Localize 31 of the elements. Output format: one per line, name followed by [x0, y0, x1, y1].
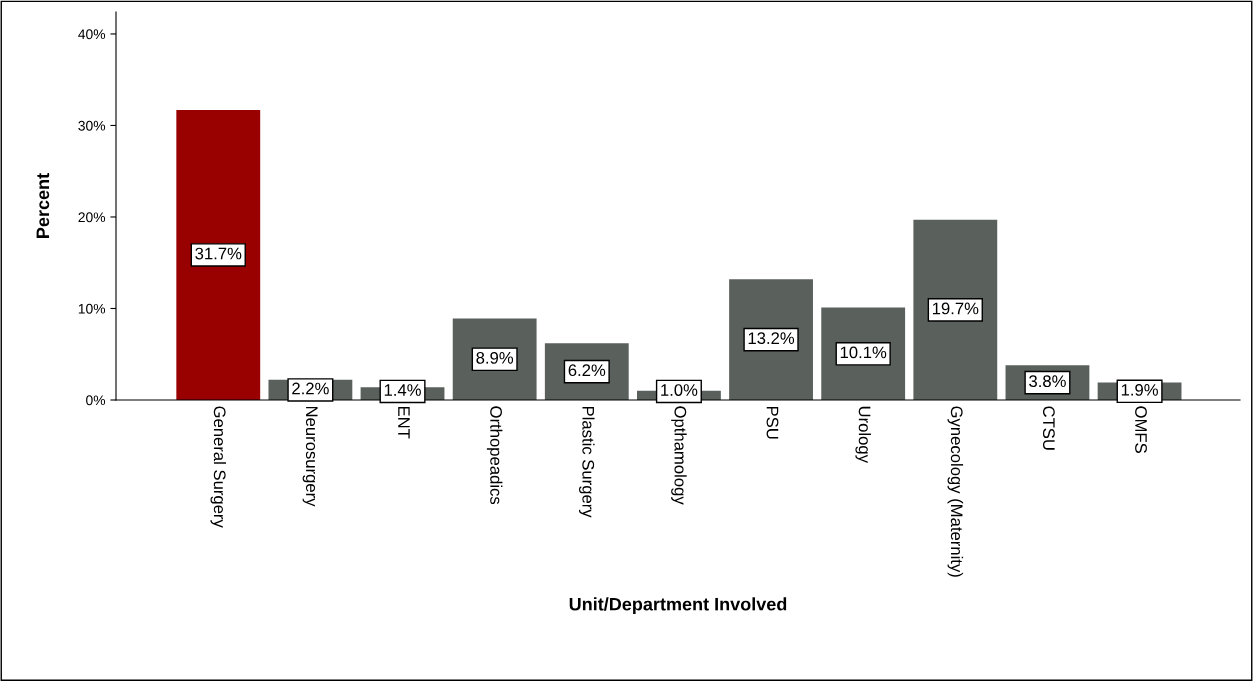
- y-tick-label: 40%: [78, 29, 106, 40]
- data-label: 6.2%: [568, 364, 606, 377]
- y-tick-label: 20%: [78, 212, 106, 223]
- data-label: 19.7%: [932, 302, 979, 315]
- data-label: 13.2%: [748, 332, 795, 345]
- x-tick-label: Neurosurgery: [302, 406, 318, 507]
- x-tick-label: Plastic Surgery: [579, 406, 595, 518]
- bar: [913, 219, 998, 400]
- x-axis-title: Unit/Department Involved: [569, 597, 787, 615]
- x-tick-label: Opthamology: [671, 406, 687, 505]
- x-tick-label: Orthopeadics: [486, 406, 503, 505]
- data-label: 3.8%: [1029, 375, 1066, 388]
- x-tick-label: OMFS: [1135, 406, 1147, 453]
- y-tick-label: 30%: [78, 120, 106, 131]
- x-tick-label: CTSU: [1042, 406, 1055, 450]
- data-label: 1.0%: [661, 384, 698, 396]
- bar: [176, 109, 261, 400]
- x-tick-label: Gynecology (Maternity): [947, 406, 964, 577]
- x-tick-label: ENT: [398, 406, 410, 439]
- data-label: 1.9%: [1121, 383, 1158, 396]
- x-tick-label: PSU: [766, 406, 779, 439]
- y-tick-label: 10%: [78, 303, 106, 314]
- data-label: 31.7%: [195, 247, 242, 260]
- data-label: 1.4%: [384, 384, 421, 396]
- data-label: 8.9%: [476, 351, 514, 364]
- data-label: 2.2%: [292, 382, 329, 395]
- y-tick-label: 0%: [86, 395, 106, 406]
- x-tick-label: Urology: [855, 406, 871, 463]
- x-tick-label: General Surgery: [210, 406, 227, 528]
- data-label: 10.1%: [840, 346, 887, 359]
- y-axis-title: Percent: [36, 173, 50, 238]
